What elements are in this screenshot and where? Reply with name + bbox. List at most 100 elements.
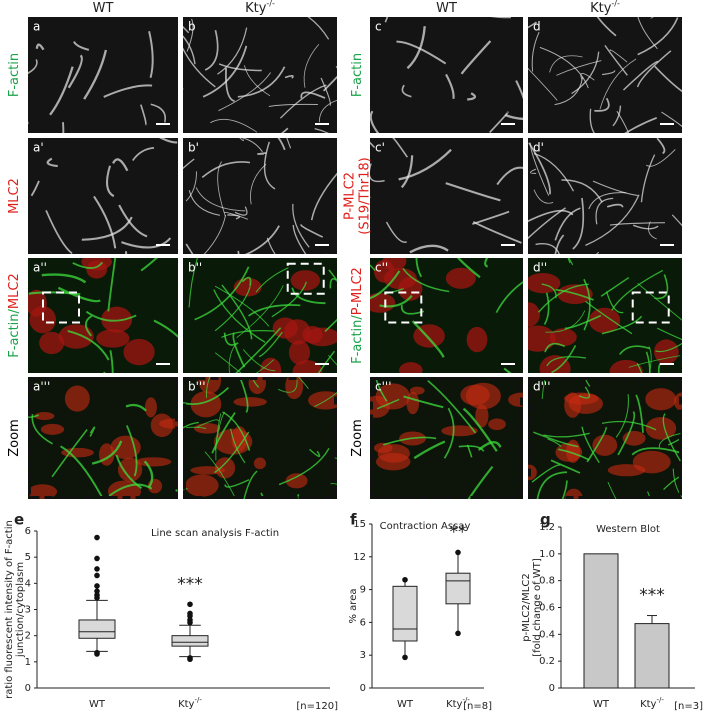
fiber bbox=[329, 277, 337, 289]
blob bbox=[632, 450, 671, 474]
outlier bbox=[187, 656, 193, 663]
fiber bbox=[248, 304, 301, 317]
fiber bbox=[185, 243, 194, 254]
panel-letter: a''' bbox=[33, 380, 50, 394]
fiber bbox=[370, 110, 380, 133]
blob bbox=[377, 444, 411, 463]
blob bbox=[248, 377, 267, 395]
fiber bbox=[624, 117, 658, 133]
y-tick-label: 6 bbox=[360, 617, 366, 628]
fiber bbox=[255, 359, 275, 373]
fiber bbox=[401, 84, 412, 98]
fiber bbox=[126, 425, 138, 477]
fiber bbox=[645, 149, 676, 167]
fiber bbox=[251, 377, 260, 388]
category: Kty bbox=[640, 699, 656, 710]
fiber bbox=[188, 190, 221, 216]
header-text: Kty bbox=[245, 1, 267, 16]
micrograph bbox=[28, 258, 178, 373]
fiber bbox=[564, 314, 602, 330]
fiber bbox=[221, 284, 253, 340]
fiber bbox=[132, 147, 155, 161]
fiber bbox=[616, 110, 630, 133]
box bbox=[171, 635, 209, 647]
fiber bbox=[150, 103, 167, 123]
fiber bbox=[51, 428, 88, 478]
fiber bbox=[561, 179, 603, 203]
micrograph-bg bbox=[183, 17, 337, 133]
nucleus bbox=[370, 293, 396, 313]
fiber bbox=[496, 166, 523, 186]
blob bbox=[308, 391, 337, 410]
fiber bbox=[214, 285, 270, 327]
micrograph bbox=[528, 138, 682, 254]
micrograph bbox=[528, 377, 682, 499]
fiber bbox=[549, 55, 583, 73]
fiber bbox=[103, 84, 153, 98]
fiber bbox=[588, 192, 627, 210]
fiber bbox=[533, 189, 554, 204]
y-axis-label: ratio fluorescent intensity of F-actin bbox=[4, 520, 15, 699]
fiber bbox=[224, 479, 250, 488]
blob bbox=[375, 383, 411, 410]
fiber bbox=[266, 237, 276, 254]
y-axis-label: % area bbox=[348, 589, 359, 624]
row-label-part: F-actin bbox=[7, 53, 22, 97]
fiber bbox=[396, 40, 447, 65]
fiber bbox=[214, 431, 250, 474]
outlier bbox=[94, 588, 100, 594]
fiber bbox=[140, 104, 147, 126]
micrograph bbox=[528, 258, 682, 373]
header-sup: -/- bbox=[611, 0, 620, 8]
row-label: Zoom bbox=[350, 419, 365, 456]
fiber bbox=[572, 197, 585, 250]
nucleus bbox=[96, 329, 130, 348]
micrograph-bg bbox=[528, 138, 682, 254]
fiber bbox=[205, 377, 211, 399]
y-tick-label: 0.4 bbox=[539, 629, 555, 640]
blob bbox=[645, 388, 677, 411]
fiber bbox=[118, 204, 148, 238]
row-label: F-actin/P-MLC2 bbox=[350, 267, 365, 364]
fiber bbox=[635, 394, 644, 433]
fiber bbox=[636, 50, 672, 88]
fiber bbox=[531, 464, 561, 483]
fiber bbox=[153, 319, 178, 339]
fiber bbox=[202, 45, 248, 98]
fiber bbox=[201, 161, 251, 179]
y-tick-label: 2 bbox=[25, 631, 31, 642]
x-tick-label: WT bbox=[89, 699, 106, 710]
fiber bbox=[477, 441, 502, 451]
fiber bbox=[543, 292, 550, 325]
outlier bbox=[187, 601, 193, 608]
fiber bbox=[558, 448, 590, 461]
fiber bbox=[232, 332, 246, 368]
panel-letter: a bbox=[33, 20, 40, 34]
category: WT bbox=[89, 699, 106, 710]
fiber bbox=[60, 445, 103, 498]
fiber bbox=[268, 103, 318, 107]
fiber bbox=[217, 161, 226, 217]
fiber bbox=[140, 258, 158, 272]
fiber bbox=[186, 426, 207, 429]
panel-letter: c' bbox=[375, 141, 385, 155]
fiber bbox=[671, 214, 682, 227]
fiber bbox=[495, 280, 523, 314]
row-label: F-actin bbox=[7, 53, 22, 97]
nucleus bbox=[290, 270, 321, 291]
y-axis-label: p-MLC2/MLC2 bbox=[521, 573, 532, 641]
panel-letter: b'' bbox=[188, 261, 202, 275]
fiber bbox=[310, 172, 337, 221]
fiber bbox=[489, 111, 509, 133]
fiber bbox=[467, 92, 477, 101]
outlier bbox=[94, 555, 100, 562]
zoom-frame bbox=[183, 377, 337, 499]
fiber bbox=[472, 210, 510, 225]
fiber bbox=[45, 210, 73, 254]
fiber bbox=[280, 127, 289, 133]
fiber bbox=[599, 58, 637, 110]
zoom-frame bbox=[528, 377, 682, 499]
fiber bbox=[504, 113, 523, 120]
micrograph-bg bbox=[183, 138, 337, 254]
fiber bbox=[460, 40, 492, 75]
